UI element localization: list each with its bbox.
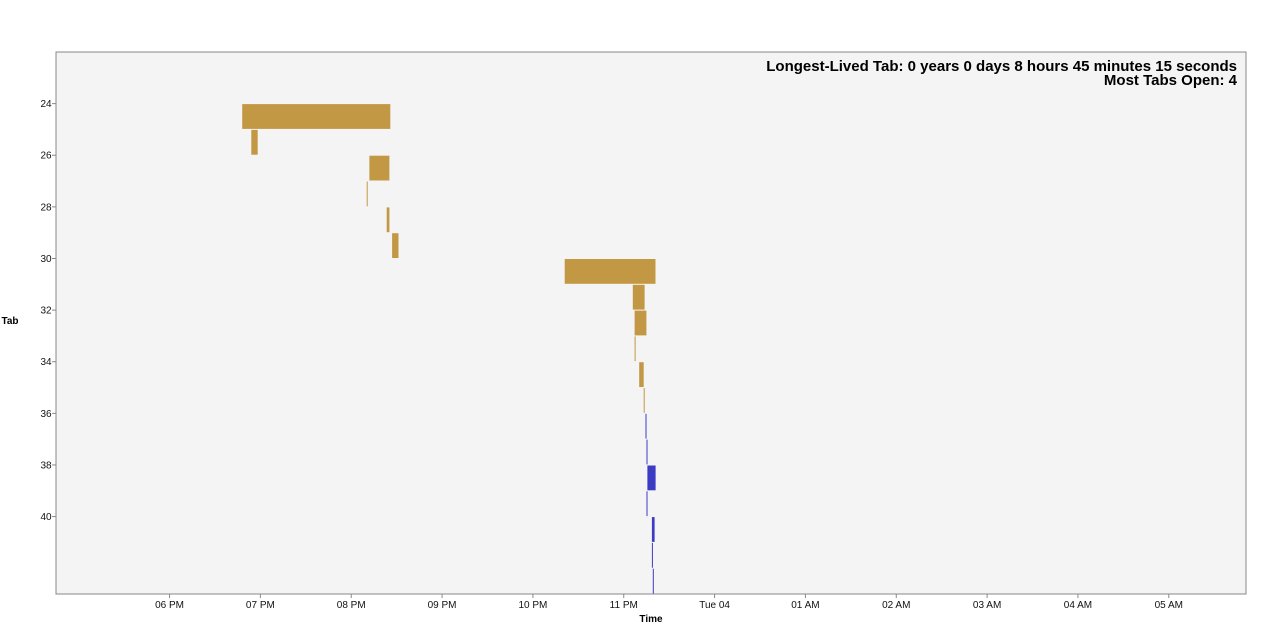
x-tick-label: 09 PM: [428, 600, 457, 611]
y-axis-title: Tab: [1, 316, 18, 327]
tab-bar-30: [564, 259, 656, 284]
tab-bar-28: [386, 207, 390, 233]
y-tick-label: 38: [40, 460, 52, 471]
tab-bar-31: [632, 284, 645, 310]
x-tick-label: 04 AM: [1064, 600, 1092, 611]
x-tick-label: 07 PM: [246, 600, 275, 611]
tab-bar-24: [242, 104, 391, 129]
y-tick-label: 34: [40, 357, 52, 368]
y-tick-label: 36: [40, 409, 52, 420]
tab-bar-38: [647, 465, 656, 491]
tab-bar-41: [651, 542, 653, 568]
y-tick-label: 28: [40, 202, 52, 213]
tab-bar-25: [251, 129, 258, 155]
x-tick-label: 05 AM: [1155, 600, 1183, 611]
tab-bar-36: [645, 413, 647, 439]
x-axis-title: Time: [639, 614, 663, 625]
tab-bar-27: [366, 181, 368, 207]
x-tick-label: 02 AM: [882, 600, 910, 611]
x-tick-label: 10 PM: [518, 600, 547, 611]
tab-bar-42: [652, 568, 654, 594]
tab-bar-40: [651, 517, 655, 542]
y-tick-label: 30: [40, 254, 52, 265]
y-tick-label: 32: [40, 306, 52, 317]
most-tabs-annotation: Most Tabs Open: 4: [1104, 72, 1238, 89]
tab-bar-29: [392, 233, 399, 258]
tab-bar-32: [634, 310, 647, 336]
tab-bar-26: [369, 155, 390, 181]
bars-group: [242, 104, 656, 594]
y-tick-label: 24: [40, 99, 52, 110]
tab-bar-34: [639, 362, 644, 387]
x-tick-label: 06 PM: [155, 600, 184, 611]
tab-bar-35: [643, 388, 645, 413]
y-tick-label: 26: [40, 151, 52, 162]
y-axis: 24 26 28 30 32 34 36 38 40: [40, 99, 56, 523]
tab-bar-33: [634, 336, 636, 362]
tab-bar-37: [646, 439, 648, 465]
x-tick-label: 03 AM: [973, 600, 1001, 611]
x-tick-label: Tue 04: [699, 600, 730, 611]
x-tick-label: 01 AM: [791, 600, 819, 611]
y-tick-label: 40: [40, 512, 52, 523]
x-tick-label: 08 PM: [337, 600, 366, 611]
longest-lived-annotation: Longest-Lived Tab: 0 years 0 days 8 hour…: [766, 58, 1237, 75]
plot-area: [55, 51, 1247, 595]
x-tick-label: 11 PM: [610, 600, 638, 611]
tab-bar-39: [646, 491, 648, 517]
x-axis: 06 PM 07 PM 08 PM 09 PM 10 PM 11 PM Tue 04 01 A…: [155, 594, 1183, 611]
